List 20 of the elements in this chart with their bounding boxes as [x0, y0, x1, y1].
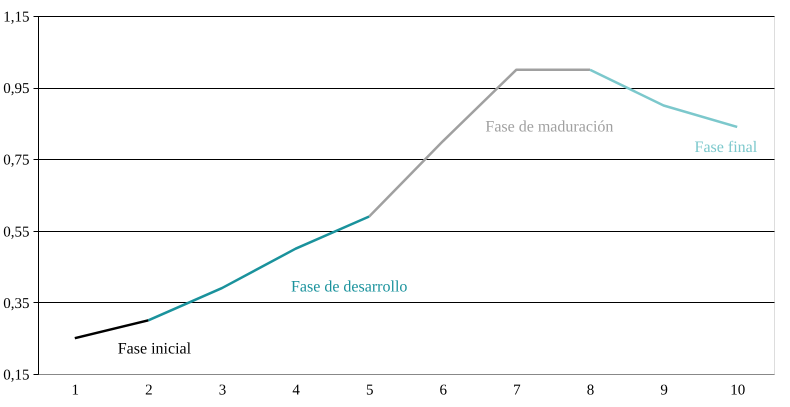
x-tick-label: 4: [292, 382, 300, 398]
y-tick-label: 0,55: [3, 224, 30, 240]
y-tick-label: 0,35: [3, 296, 30, 312]
x-tick-label: 7: [513, 382, 522, 398]
y-tick-label: 1,15: [3, 10, 30, 26]
x-tick-label: 3: [218, 382, 226, 398]
x-tick-label: 6: [440, 382, 448, 398]
series-label: Fase de maduración: [485, 118, 614, 136]
series-label: Fase final: [694, 138, 758, 156]
x-tick-label: 5: [366, 382, 374, 398]
y-tick-label: 0,95: [3, 81, 30, 98]
x-tick-label: 2: [145, 382, 153, 398]
series-label: Fase de desarrollo: [290, 278, 408, 296]
y-tick-label: 0,75: [3, 152, 30, 169]
x-tick-label: 1: [72, 382, 80, 398]
x-tick-label: 9: [660, 382, 668, 398]
x-tick-label: 10: [730, 382, 746, 398]
y-tick-label: 0,15: [3, 368, 30, 384]
series-label: Fase inicial: [118, 340, 192, 358]
x-tick-label: 8: [586, 382, 594, 398]
